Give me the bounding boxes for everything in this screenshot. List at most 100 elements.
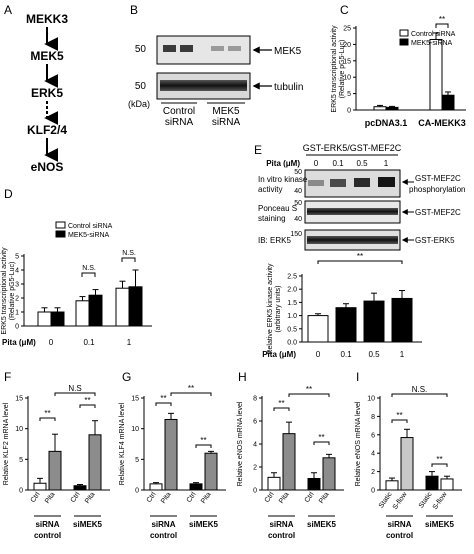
legend-label: Control siRNA: [68, 223, 113, 230]
legend-label: Control siRNA: [411, 31, 456, 38]
legend-swatch: [399, 29, 409, 37]
y-tick-label: 4: [371, 451, 375, 458]
x-bar-label: Pita: [160, 491, 173, 505]
blot-band-label: GST-MEF2C: [415, 208, 461, 217]
significance-bracket: [195, 444, 212, 448]
band: [307, 236, 398, 244]
group-label: siRNA: [151, 520, 175, 529]
significance-label: **: [200, 436, 206, 445]
x-bar-label: Ctrl: [70, 491, 82, 504]
bar: [33, 482, 47, 491]
significance-label: **: [278, 399, 284, 408]
pathway-node-klf24: KLF2/4: [27, 123, 67, 137]
marker-label: 40: [294, 216, 302, 223]
y-tick-label: 10: [131, 426, 139, 433]
marker-label: 40: [294, 188, 302, 195]
significance-bracket: [435, 23, 449, 28]
x-bar-label: Ctrl: [186, 491, 198, 504]
group-label: siMEK5: [73, 520, 102, 529]
dose-label: 0.5: [356, 159, 368, 168]
y-tick-label: 0: [371, 488, 375, 495]
y-tick-label: 5: [19, 457, 23, 464]
y-tick-label: 0: [15, 324, 19, 331]
y-tick-label: 1.5: [287, 300, 297, 307]
chart-c-erk5-activity: 0 5 10 15 20 25 ERK5 transcriptional activity(…: [331, 15, 466, 128]
y-axis-label: (Relative pG5-Luc): [339, 40, 346, 99]
pathway-node-mekk3: MEKK3: [26, 12, 68, 26]
bar: [335, 307, 357, 343]
bar: [149, 483, 163, 491]
group-label: control: [386, 531, 413, 540]
bar: [322, 457, 336, 491]
marker-label: 50: [294, 169, 302, 176]
panel-letter-c: C: [340, 3, 349, 17]
significance-label: N.S.: [122, 250, 136, 257]
bar: [385, 106, 399, 111]
y-tick-label: 2.5: [287, 274, 297, 281]
y-tick-label: 20: [343, 42, 351, 49]
y-tick-label: 15: [343, 58, 351, 65]
kda-label: (kDa): [128, 99, 150, 109]
x-category-label: 1: [400, 350, 405, 359]
chart-d-erk5-activity: 0 1 2 3 4 5 ERK5 transcriptional activity (Rela…: [1, 221, 152, 347]
bar: [425, 475, 439, 491]
significance-label: **: [84, 396, 90, 405]
band: [307, 208, 398, 215]
y-tick-label: 8: [371, 414, 375, 421]
y-tick-label: 6: [371, 432, 375, 439]
blot-label-mek5: MEK5: [274, 46, 302, 57]
significance-label: **: [396, 411, 402, 420]
band: [160, 80, 247, 91]
band: [330, 179, 346, 187]
significance-bracket: [313, 441, 330, 445]
x-category-label: pcDNA3.1: [365, 118, 408, 128]
y-tick-label: 0: [19, 488, 23, 495]
significance-bracket: [431, 463, 448, 467]
band: [211, 46, 224, 51]
dose-label: 0.1: [332, 159, 344, 168]
significance-label: **: [357, 252, 363, 261]
blot-header: GST-ERK5/GST-MEF2C: [303, 143, 402, 153]
y-tick-label: 0: [135, 488, 139, 495]
y-tick-label: 25: [343, 26, 351, 33]
blot-band-label: GST-ERK5: [415, 236, 455, 245]
group-label: siMEK5: [189, 520, 218, 529]
bar: [441, 94, 455, 111]
x-bar-label: Pita: [278, 491, 291, 505]
chart-e-kinase-activity: 0.0 0.5 1.0 1.5 2.0 2.5 Relative ERK5 kinase a…: [262, 252, 422, 359]
significance-label: **: [188, 384, 194, 393]
group-label: siMEK5: [425, 520, 454, 529]
pita-label: Pita (μM): [266, 159, 300, 168]
significance-bracket: [170, 392, 212, 396]
panel-letter-b: B: [130, 3, 138, 17]
y-axis-label: Relative eNOS mRNA level: [355, 401, 362, 486]
group-label: siMEK5: [307, 520, 336, 529]
bar: [391, 297, 413, 343]
band: [354, 178, 370, 187]
significance-bracket: [39, 417, 56, 421]
western-blot-b: 50 50 (kDa) MEK5 tubulin Control siRNA M…: [128, 35, 303, 128]
y-tick-label: 8: [253, 396, 257, 403]
y-tick-label: 15: [15, 396, 23, 403]
bar: [373, 106, 387, 111]
y-tick-label: 10: [343, 75, 351, 82]
y-tick-label: 3: [15, 282, 19, 289]
y-tick-label: 10: [367, 396, 375, 403]
y-tick-label: 10: [15, 426, 23, 433]
y-tick-label: 6: [253, 419, 257, 426]
pathway-diagram: MEKK3 MEK5 ERK5 KLF2/4 eNOS: [26, 12, 68, 174]
group-label: control: [268, 531, 295, 540]
x-bar-label: Pita: [84, 491, 97, 505]
y-tick-label: 5: [15, 254, 19, 261]
lane-label: MEK5: [212, 106, 240, 117]
blot-band-label: phosphorylation: [409, 185, 465, 194]
marker-label: 50: [294, 200, 302, 207]
group-label: siRNA: [269, 520, 293, 529]
panel-letter-d: D: [4, 187, 13, 201]
lane-label: Control: [163, 106, 195, 117]
y-tick-label: 5: [347, 91, 351, 98]
panel-letter-g: G: [122, 370, 131, 384]
